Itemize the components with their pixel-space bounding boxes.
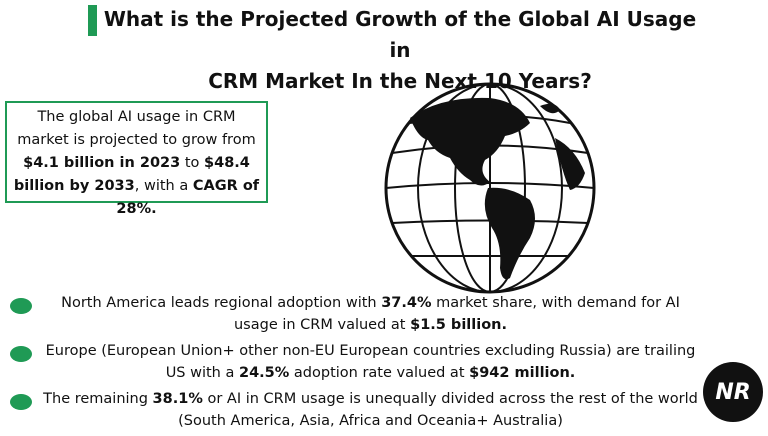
bullet: North America leads regional adoption wi… xyxy=(0,295,768,340)
bullet-text: The remaining 38.1% or AI in CRM usage i… xyxy=(38,388,703,432)
bullet-dot xyxy=(10,298,32,314)
bullet-dot xyxy=(10,394,32,410)
text-run: adoption rate valued at xyxy=(289,365,470,381)
title: What is the Projected Growth of the Glob… xyxy=(100,4,700,97)
text-run: Europe (European Union+ other non-EU Eur… xyxy=(45,343,696,381)
title-line: What is the Projected Growth of the Glob… xyxy=(103,7,697,62)
highlight-text: $48.4 billion by 2033 xyxy=(13,155,250,194)
bullet: Europe (European Union+ other non-EU Eur… xyxy=(0,343,768,388)
title-line: CRM Market In the Next 10 Years? xyxy=(208,69,592,93)
text-run: The remaining xyxy=(43,391,153,407)
summary-text: The global AI usage in CRM market is pro… xyxy=(7,103,266,224)
text-run: to xyxy=(180,155,205,171)
accent-bar xyxy=(88,5,97,36)
text-run: market share, with demand for AI usage i… xyxy=(233,295,680,333)
bullet-text: North America leads regional adoption wi… xyxy=(38,292,703,336)
highlight-text: 24.5% xyxy=(238,365,290,381)
highlight-text: CAGR of 28%. xyxy=(116,178,260,217)
highlight-text: $4.1 billion in 2023 xyxy=(23,155,181,171)
summary-box: The global AI usage in CRM market is pro… xyxy=(5,101,268,217)
text-run: North America leads regional adoption wi… xyxy=(61,295,382,311)
highlight-text: 37.4% xyxy=(381,295,432,311)
bullet: The remaining 38.1% or AI in CRM usage i… xyxy=(0,391,768,436)
text-run: or AI in CRM usage is unequally divided … xyxy=(178,391,698,429)
logo: NR xyxy=(703,362,763,422)
highlight-text: 38.1% xyxy=(152,391,203,407)
globe-illustration xyxy=(384,82,596,294)
bullet-dot xyxy=(10,346,32,362)
text-run: , with a xyxy=(134,178,193,194)
highlight-text: $942 million. xyxy=(469,365,576,381)
bullet-text: Europe (European Union+ other non-EU Eur… xyxy=(38,340,703,384)
highlight-text: $1.5 billion. xyxy=(410,317,507,333)
text-run: The global AI usage in CRM market is pro… xyxy=(17,109,256,148)
